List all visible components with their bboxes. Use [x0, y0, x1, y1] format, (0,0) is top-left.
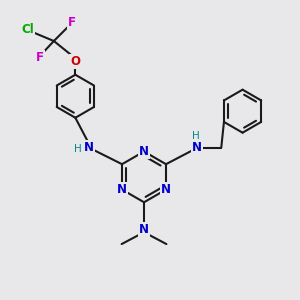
- Text: N: N: [139, 145, 149, 158]
- Text: F: F: [68, 16, 76, 29]
- Text: Cl: Cl: [22, 22, 34, 36]
- Text: H: H: [74, 144, 82, 154]
- Text: H: H: [192, 131, 200, 141]
- Text: N: N: [139, 223, 149, 236]
- Text: O: O: [70, 55, 80, 68]
- Text: F: F: [36, 51, 44, 64]
- Text: N: N: [117, 183, 127, 196]
- Text: N: N: [161, 183, 171, 196]
- Text: N: N: [192, 141, 203, 154]
- Text: N: N: [84, 141, 94, 154]
